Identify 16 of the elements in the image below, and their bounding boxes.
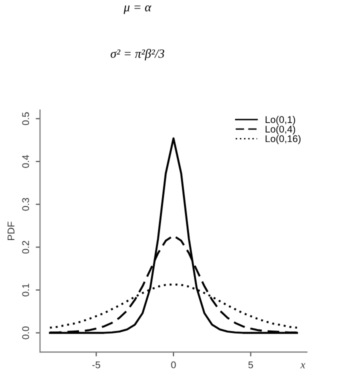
y-tick-label: 0.0 [22, 326, 30, 340]
legend-label: Lo(0,4) [266, 125, 296, 135]
x-tick-label: 5 [248, 362, 254, 368]
y-tick-label: 0.3 [22, 198, 30, 211]
x-tick-label: -5 [92, 362, 100, 368]
legend-label: Lo(0,16) [266, 135, 301, 144]
text: σ² = π²β²/3 [110, 48, 164, 60]
x-axis-title: x [300, 363, 306, 368]
y-tick-label: 0.5 [22, 112, 30, 126]
text: μ = α [124, 5, 152, 14]
x-tick-label: 0 [171, 361, 176, 368]
y-tick-label: 0.4 [22, 155, 30, 168]
y-axis-title: PDF [8, 222, 14, 240]
legend-label: Lo(0,1) [266, 116, 296, 125]
y-tick-label: 0.2 [22, 240, 30, 254]
y-tick-label: 0.1 [22, 284, 30, 296]
